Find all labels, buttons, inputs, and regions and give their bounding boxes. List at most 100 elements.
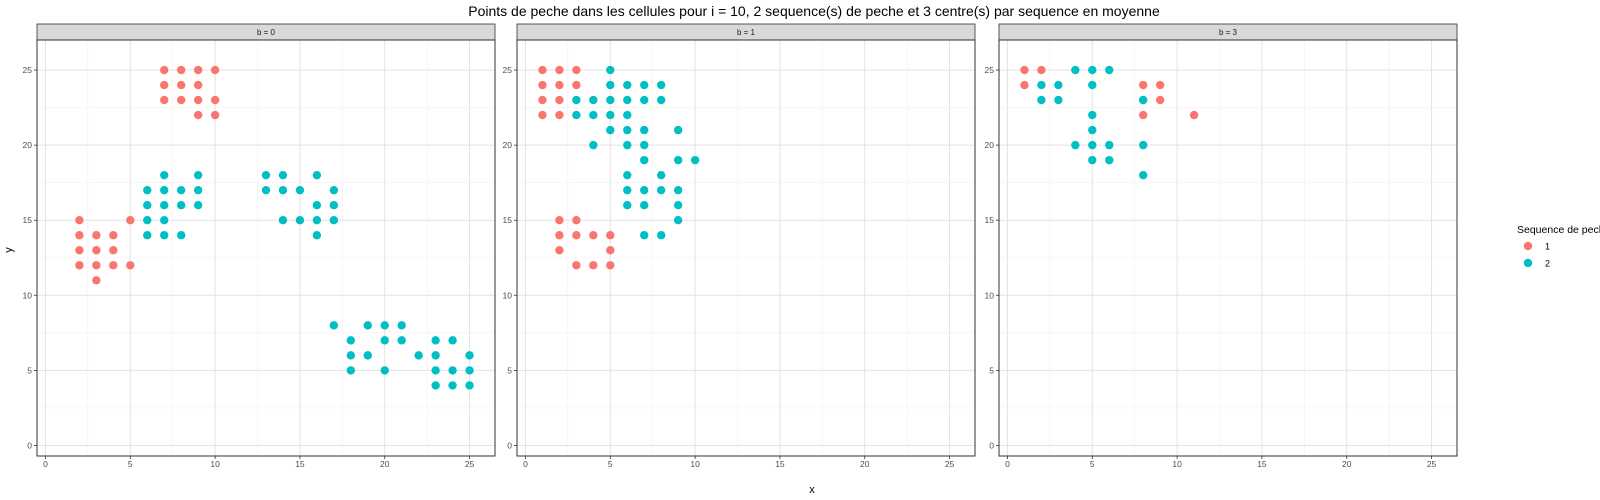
data-point-seq-2 xyxy=(1037,80,1046,90)
data-point-seq-2 xyxy=(380,366,389,375)
y-tick-label: 5 xyxy=(507,365,512,375)
data-point-seq-2 xyxy=(589,95,598,105)
data-point-seq-2 xyxy=(673,155,683,165)
data-point-seq-2 xyxy=(673,216,683,225)
data-point-seq-1 xyxy=(160,95,169,105)
legend-label-2: 2 xyxy=(1545,259,1550,269)
panel-0: b = 0 0 5 10 15 20 25 0 5 10 15 20 25 xyxy=(23,23,496,469)
data-point-seq-2 xyxy=(1138,170,1148,180)
x-axis-title: x xyxy=(809,484,815,496)
data-point-seq-2 xyxy=(1037,95,1046,105)
x-tick-label: 0 xyxy=(43,459,48,469)
panel-background xyxy=(37,40,495,456)
data-point-seq-2 xyxy=(414,351,423,360)
data-point-seq-2 xyxy=(312,216,322,225)
data-point-seq-2 xyxy=(346,336,356,345)
data-point-seq-1 xyxy=(109,261,118,270)
data-point-seq-2 xyxy=(329,185,339,195)
y-tick-label: 25 xyxy=(985,65,995,75)
panel-strip-label: b = 3 xyxy=(1219,28,1238,37)
data-point-seq-1 xyxy=(572,80,581,90)
x-tick-label: 5 xyxy=(128,459,133,469)
data-point-seq-2 xyxy=(346,366,356,375)
x-tick-label: 0 xyxy=(523,459,528,469)
data-point-seq-1 xyxy=(193,80,203,90)
data-point-seq-2 xyxy=(589,110,598,120)
y-tick-label: 15 xyxy=(503,215,513,225)
data-point-seq-2 xyxy=(176,185,186,195)
x-tick-label: 15 xyxy=(775,459,785,469)
data-point-seq-1 xyxy=(126,261,135,270)
data-point-seq-1 xyxy=(555,65,564,75)
legend-key-1 xyxy=(1523,241,1533,251)
data-point-seq-2 xyxy=(1138,95,1148,105)
x-tick-label: 5 xyxy=(1090,459,1095,469)
data-point-seq-2 xyxy=(278,185,288,195)
legend-label-1: 1 xyxy=(1545,242,1550,252)
data-point-seq-1 xyxy=(572,231,581,240)
data-point-seq-2 xyxy=(431,381,440,390)
data-point-seq-1 xyxy=(606,246,615,255)
data-point-seq-1 xyxy=(606,231,615,240)
y-tick-label: 5 xyxy=(989,365,994,375)
x-tick-label: 0 xyxy=(1005,459,1010,469)
data-point-seq-2 xyxy=(623,140,632,150)
data-point-seq-1 xyxy=(176,80,186,90)
data-point-seq-2 xyxy=(448,336,457,345)
data-point-seq-2 xyxy=(1088,65,1097,75)
data-point-seq-2 xyxy=(329,216,339,225)
data-point-seq-2 xyxy=(431,336,440,345)
data-point-seq-2 xyxy=(1088,140,1097,150)
x-tick-label: 25 xyxy=(1427,459,1437,469)
y-tick-label: 20 xyxy=(985,140,995,150)
data-point-seq-2 xyxy=(673,200,683,210)
data-point-seq-2 xyxy=(656,95,666,105)
data-point-seq-2 xyxy=(623,110,632,120)
panel-background xyxy=(517,40,975,456)
x-tick-label: 20 xyxy=(860,459,870,469)
data-point-seq-2 xyxy=(690,155,700,165)
y-tick-label: 10 xyxy=(503,290,513,300)
data-point-seq-1 xyxy=(555,95,564,105)
data-point-seq-2 xyxy=(380,336,389,345)
y-tick-label: 20 xyxy=(23,140,33,150)
data-point-seq-1 xyxy=(1138,80,1148,90)
data-point-seq-1 xyxy=(589,261,598,270)
data-point-seq-2 xyxy=(623,185,632,195)
data-point-seq-2 xyxy=(1088,110,1097,120)
data-point-seq-2 xyxy=(1054,95,1063,105)
x-tick-label: 10 xyxy=(210,459,220,469)
y-tick-label: 15 xyxy=(23,215,33,225)
panels-group: b = 0 0 5 10 15 20 25 0 5 10 15 20 25 b = 1 0 5 10 15 20 25… xyxy=(23,23,1458,469)
data-point-seq-2 xyxy=(673,125,683,135)
data-point-seq-2 xyxy=(589,140,598,150)
data-point-seq-1 xyxy=(538,110,547,120)
data-point-seq-1 xyxy=(555,80,564,90)
data-point-seq-1 xyxy=(176,95,186,105)
data-point-seq-2 xyxy=(143,185,152,195)
data-point-seq-1 xyxy=(589,231,598,240)
y-tick-label: 15 xyxy=(985,215,995,225)
data-point-seq-1 xyxy=(555,246,564,255)
data-point-seq-2 xyxy=(1138,140,1148,150)
data-point-seq-2 xyxy=(363,351,372,360)
data-point-seq-1 xyxy=(160,65,169,75)
data-point-seq-2 xyxy=(329,321,339,330)
legend-key-2 xyxy=(1523,258,1533,268)
data-point-seq-2 xyxy=(143,200,152,210)
y-tick-label: 25 xyxy=(503,65,513,75)
data-point-seq-2 xyxy=(1054,80,1063,90)
data-point-seq-1 xyxy=(92,261,101,270)
data-point-seq-2 xyxy=(397,321,406,330)
data-point-seq-2 xyxy=(278,170,288,180)
legend-title: Sequence de peche xyxy=(1517,224,1600,236)
data-point-seq-2 xyxy=(673,185,683,195)
data-point-seq-2 xyxy=(1088,125,1097,135)
data-point-seq-1 xyxy=(160,80,169,90)
data-point-seq-2 xyxy=(623,80,632,90)
data-point-seq-1 xyxy=(555,216,564,225)
data-point-seq-2 xyxy=(623,95,632,105)
panel-strip-label: b = 0 xyxy=(257,28,276,37)
data-point-seq-2 xyxy=(656,231,666,240)
